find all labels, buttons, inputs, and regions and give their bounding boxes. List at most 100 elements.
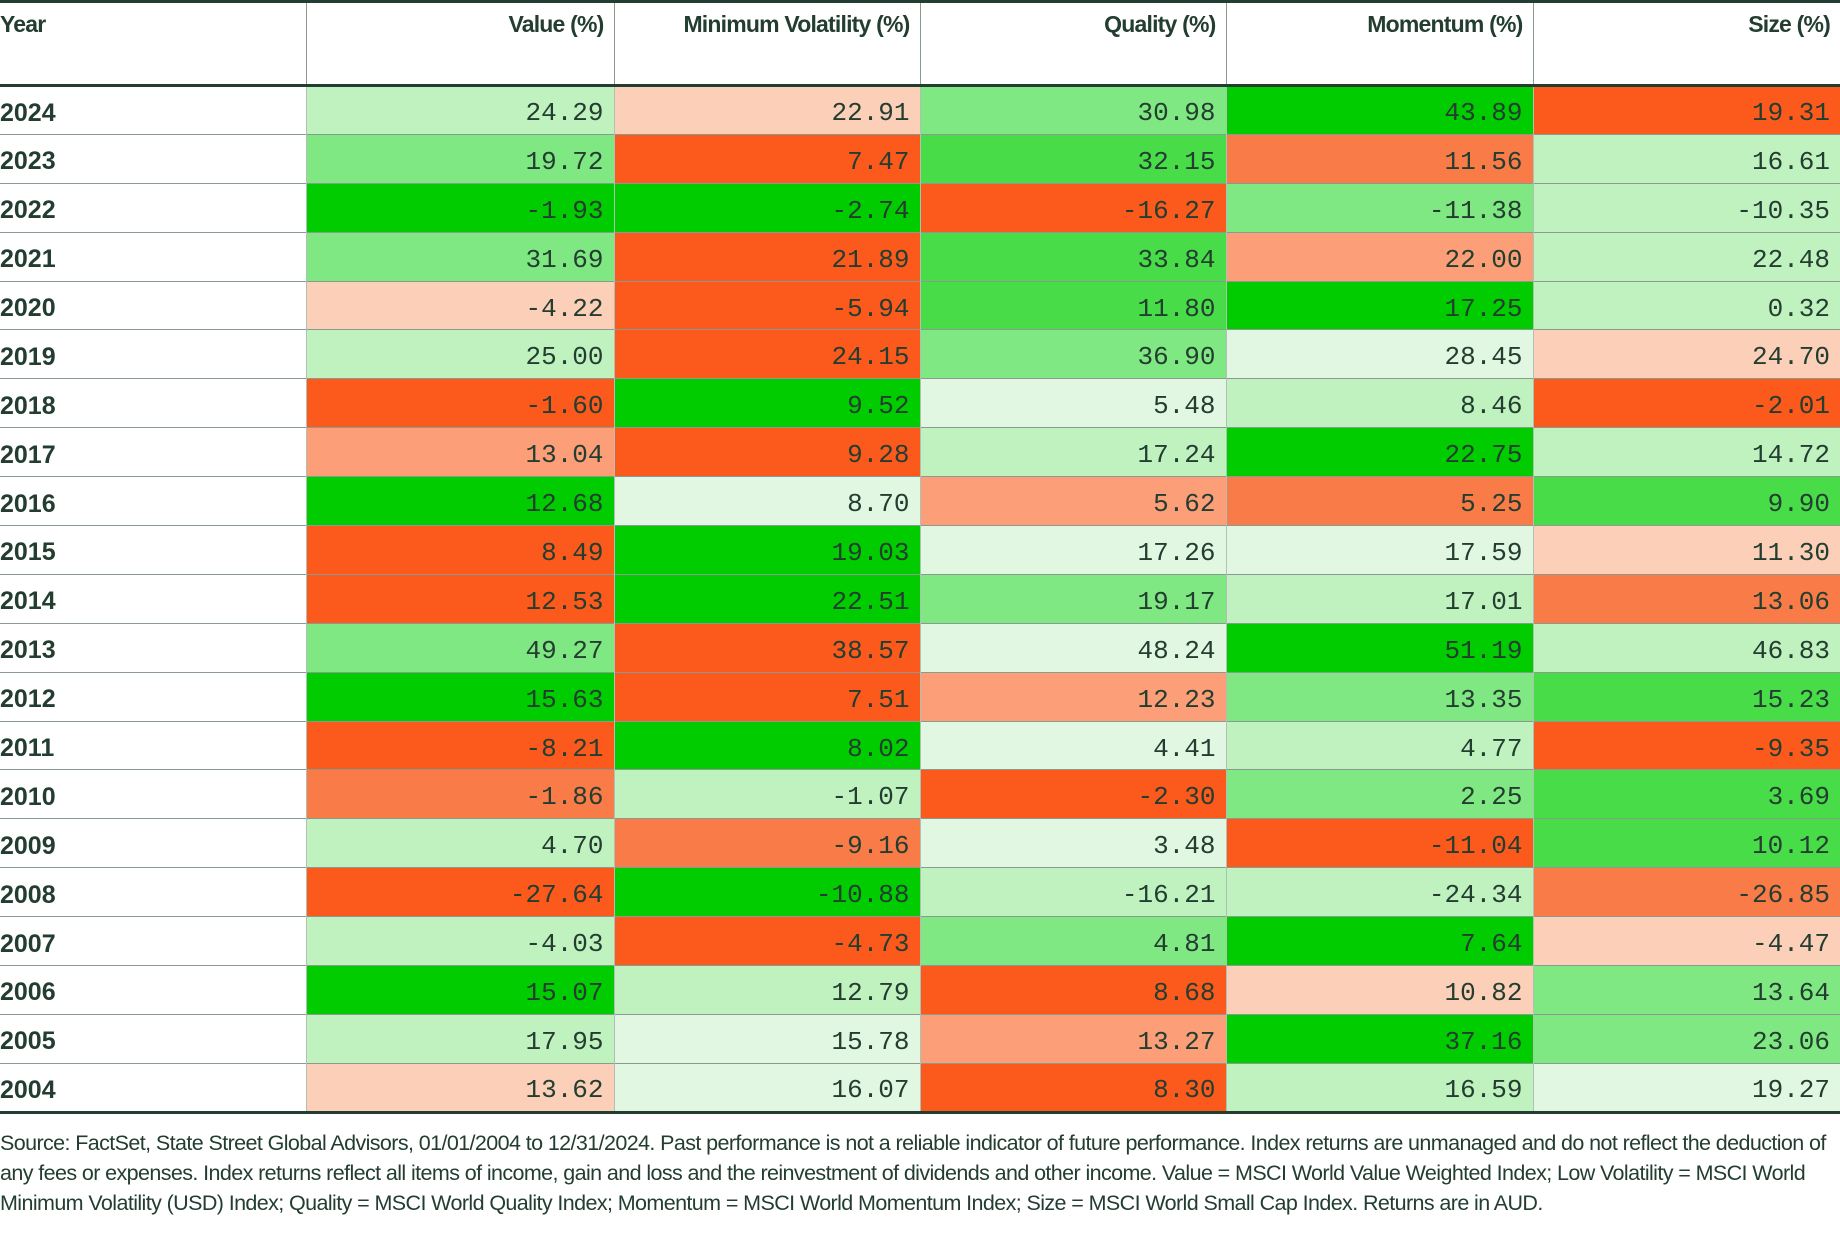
quality-cell: 48.24 — [919, 623, 1226, 673]
size-cell: 46.83 — [1532, 623, 1840, 673]
table-row: 2010 -1.86 -1.07 -2.30 2.25 3.69 — [0, 769, 1840, 819]
value-cell: -1.86 — [305, 769, 614, 819]
minimum-volatility-cell: 12.79 — [613, 965, 920, 1015]
year-cell: 2014 — [0, 574, 306, 624]
quality-cell: 4.41 — [919, 721, 1226, 770]
size-cell: -26.85 — [1532, 867, 1840, 917]
minimum-volatility-cell: 38.57 — [613, 623, 920, 673]
year-cell: 2022 — [0, 183, 306, 233]
minimum-volatility-cell: 24.15 — [613, 329, 920, 379]
source-footnote: Source: FactSet, State Street Global Adv… — [0, 1131, 1826, 1215]
minimum-volatility-cell: 9.52 — [613, 378, 920, 428]
year-cell: 2023 — [0, 134, 306, 184]
quality-cell: 11.80 — [919, 281, 1226, 330]
momentum-cell: -11.04 — [1225, 818, 1533, 868]
size-cell: 0.32 — [1532, 281, 1840, 330]
table-row: 2019 25.00 24.15 36.90 28.45 24.70 — [0, 329, 1840, 379]
quality-cell: 12.23 — [919, 672, 1226, 722]
momentum-cell: 16.59 — [1225, 1063, 1533, 1113]
year-cell: 2011 — [0, 721, 306, 770]
year-cell: 2016 — [0, 476, 306, 526]
momentum-cell: -24.34 — [1225, 867, 1533, 917]
table-row: 2005 17.95 15.78 13.27 37.16 23.06 — [0, 1014, 1840, 1064]
table-row: 2021 31.69 21.89 33.84 22.00 22.48 — [0, 232, 1840, 282]
quality-cell: 17.24 — [919, 427, 1226, 477]
header-row: Year Value (%) Minimum Volatility (%) Qu… — [0, 1, 1840, 86]
momentum-cell: 8.46 — [1225, 378, 1533, 428]
value-cell: -27.64 — [305, 867, 614, 917]
value-cell: 4.70 — [305, 818, 614, 868]
year-cell: 2020 — [0, 281, 306, 330]
size-cell: 19.31 — [1532, 85, 1840, 135]
quality-cell: 32.15 — [919, 134, 1226, 184]
table-row: 2020 -4.22 -5.94 11.80 17.25 0.32 — [0, 281, 1840, 330]
value-cell: 31.69 — [305, 232, 614, 282]
year-cell: 2010 — [0, 769, 306, 819]
momentum-cell: 5.25 — [1225, 476, 1533, 526]
size-cell: 10.12 — [1532, 818, 1840, 868]
momentum-cell: 22.00 — [1225, 232, 1533, 282]
minimum-volatility-cell: -4.73 — [613, 916, 920, 966]
table-row: 2008 -27.64 -10.88 -16.21 -24.34 -26.85 — [0, 867, 1840, 917]
minimum-volatility-cell: 15.78 — [613, 1014, 920, 1064]
quality-cell: 5.48 — [919, 378, 1226, 428]
minimum-volatility-cell: -5.94 — [613, 281, 920, 330]
size-cell: -2.01 — [1532, 378, 1840, 428]
header-size: Size (%) — [1532, 1, 1840, 86]
year-cell: 2008 — [0, 867, 306, 917]
size-cell: -4.47 — [1532, 916, 1840, 966]
quality-cell: 8.30 — [919, 1063, 1226, 1113]
value-cell: 24.29 — [305, 85, 614, 135]
momentum-cell: 22.75 — [1225, 427, 1533, 477]
header-minimum-volatility: Minimum Volatility (%) — [613, 1, 920, 86]
minimum-volatility-cell: 22.51 — [613, 574, 920, 624]
table-row: 2015 8.49 19.03 17.26 17.59 11.30 — [0, 525, 1840, 575]
quality-cell: 5.62 — [919, 476, 1226, 526]
table-row: 2024 24.29 22.91 30.98 43.89 19.31 — [0, 85, 1840, 135]
quality-cell: -2.30 — [919, 769, 1226, 819]
table-row: 2022 -1.93 -2.74 -16.27 -11.38 -10.35 — [0, 183, 1840, 233]
year-cell: 2007 — [0, 916, 306, 966]
year-cell: 2005 — [0, 1014, 306, 1064]
table-row: 2011 -8.21 8.02 4.41 4.77 -9.35 — [0, 721, 1840, 770]
minimum-volatility-cell: -9.16 — [613, 818, 920, 868]
minimum-volatility-cell: 19.03 — [613, 525, 920, 575]
quality-cell: 30.98 — [919, 85, 1226, 135]
size-cell: 24.70 — [1532, 329, 1840, 379]
minimum-volatility-cell: 16.07 — [613, 1063, 920, 1113]
quality-cell: -16.21 — [919, 867, 1226, 917]
table-row: 2007 -4.03 -4.73 4.81 7.64 -4.47 — [0, 916, 1840, 966]
year-cell: 2004 — [0, 1063, 306, 1113]
table-row: 2012 15.63 7.51 12.23 13.35 15.23 — [0, 672, 1840, 722]
value-cell: 17.95 — [305, 1014, 614, 1064]
quality-cell: 33.84 — [919, 232, 1226, 282]
value-cell: 13.62 — [305, 1063, 614, 1113]
value-cell: 15.63 — [305, 672, 614, 722]
size-cell: 23.06 — [1532, 1014, 1840, 1064]
table-row: 2023 19.72 7.47 32.15 11.56 16.61 — [0, 134, 1840, 184]
size-cell: 3.69 — [1532, 769, 1840, 819]
quality-cell: 8.68 — [919, 965, 1226, 1015]
size-cell: 13.06 — [1532, 574, 1840, 624]
momentum-cell: 7.64 — [1225, 916, 1533, 966]
table-row: 2006 15.07 12.79 8.68 10.82 13.64 — [0, 965, 1840, 1015]
quality-cell: 13.27 — [919, 1014, 1226, 1064]
value-cell: 19.72 — [305, 134, 614, 184]
momentum-cell: 4.77 — [1225, 721, 1533, 770]
minimum-volatility-cell: 9.28 — [613, 427, 920, 477]
momentum-cell: 28.45 — [1225, 329, 1533, 379]
year-cell: 2012 — [0, 672, 306, 722]
size-cell: 14.72 — [1532, 427, 1840, 477]
year-cell: 2021 — [0, 232, 306, 282]
value-cell: -1.93 — [305, 183, 614, 233]
quality-cell: -16.27 — [919, 183, 1226, 233]
minimum-volatility-cell: -10.88 — [613, 867, 920, 917]
size-cell: 16.61 — [1532, 134, 1840, 184]
momentum-cell: 17.59 — [1225, 525, 1533, 575]
year-cell: 2024 — [0, 85, 306, 135]
year-cell: 2018 — [0, 378, 306, 428]
factor-returns-table: Year Value (%) Minimum Volatility (%) Qu… — [0, 1, 1840, 1113]
size-cell: 15.23 — [1532, 672, 1840, 722]
value-cell: -1.60 — [305, 378, 614, 428]
quality-cell: 3.48 — [919, 818, 1226, 868]
